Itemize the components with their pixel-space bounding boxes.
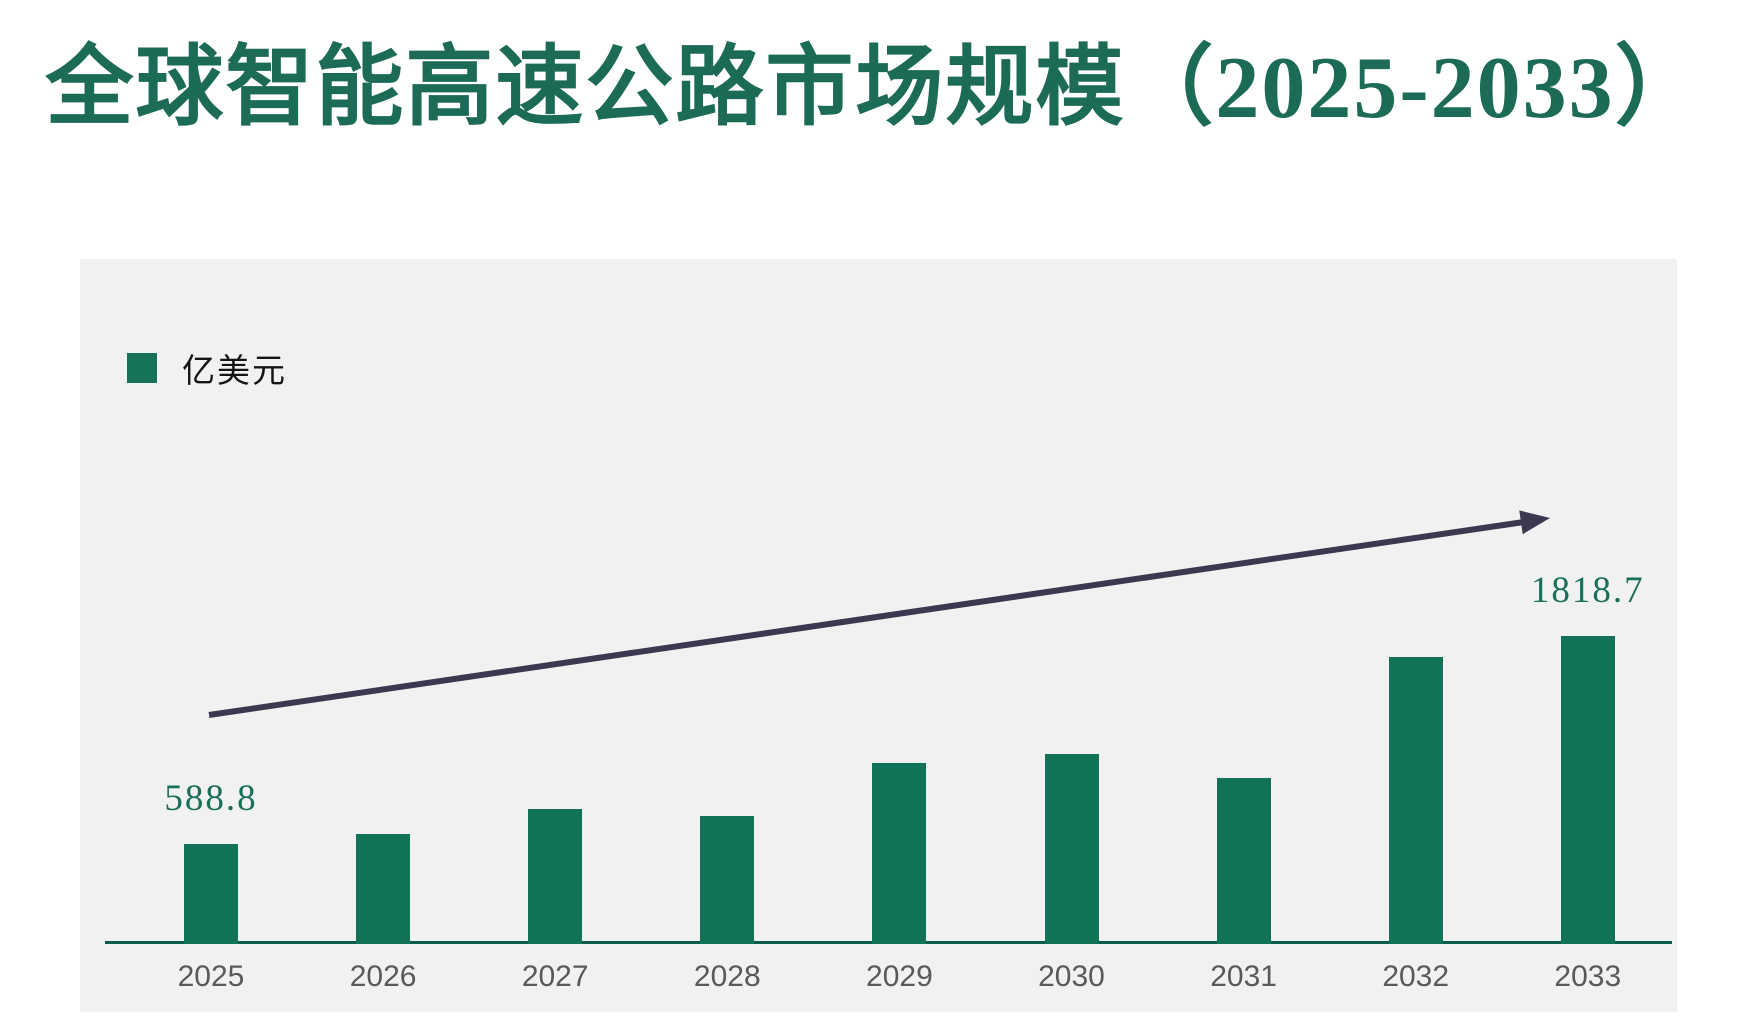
- bar-2027: [528, 809, 583, 944]
- value-label-2025: 588.8: [164, 778, 258, 819]
- chart-panel: 亿美元 588.8 2025 2026 2027 2028 2029 2030 2031 203…: [80, 259, 1677, 1012]
- bar-2026: [356, 834, 411, 944]
- bar-2028: [700, 816, 755, 944]
- bar-group-2032: 2032: [1330, 259, 1502, 1012]
- x-axis-label-2031: 2031: [1210, 960, 1277, 993]
- legend-swatch: [127, 353, 157, 383]
- bar-group-2025: 588.8 2025: [125, 259, 297, 1012]
- x-axis-label-2028: 2028: [693, 960, 761, 993]
- legend: 亿美元: [127, 344, 287, 392]
- bar-group-2028: 2028: [641, 259, 813, 1012]
- chart-title: 全球智能高速公路市场规模（2025-2033）: [45, 40, 1705, 137]
- bar-2033: [1560, 636, 1615, 944]
- bar-group-2033: 1818.7 2033: [1502, 259, 1674, 1012]
- bar-group-2030: 2030: [986, 259, 1158, 1012]
- bar-2025: [184, 844, 238, 944]
- x-axis-label-2029: 2029: [866, 960, 933, 993]
- bar-series: 588.8 2025 2026 2027 2028 2029 2030 2031 2032 181…: [80, 259, 1677, 1012]
- value-label-2033: 1818.7: [1530, 570, 1645, 611]
- x-axis-label-2030: 2030: [1038, 960, 1105, 993]
- x-axis-label-2025: 2025: [177, 960, 245, 993]
- x-axis-label-2032: 2032: [1382, 960, 1450, 993]
- bar-group-2027: 2027: [469, 259, 641, 1012]
- bar-2030: [1044, 754, 1099, 944]
- bar-2032: [1388, 657, 1443, 944]
- bar-group-2026: 2026: [297, 259, 469, 1012]
- x-axis-label-2026: 2026: [349, 960, 417, 993]
- bar-group-2029: 2029: [813, 259, 985, 1012]
- bar-2029: [872, 763, 927, 944]
- x-axis-label-2027: 2027: [521, 960, 589, 993]
- bar-group-2031: 2031: [1158, 259, 1330, 1012]
- bar-2031: [1216, 778, 1271, 944]
- x-axis-label-2033: 2033: [1554, 960, 1622, 993]
- legend-label: 亿美元: [182, 354, 287, 390]
